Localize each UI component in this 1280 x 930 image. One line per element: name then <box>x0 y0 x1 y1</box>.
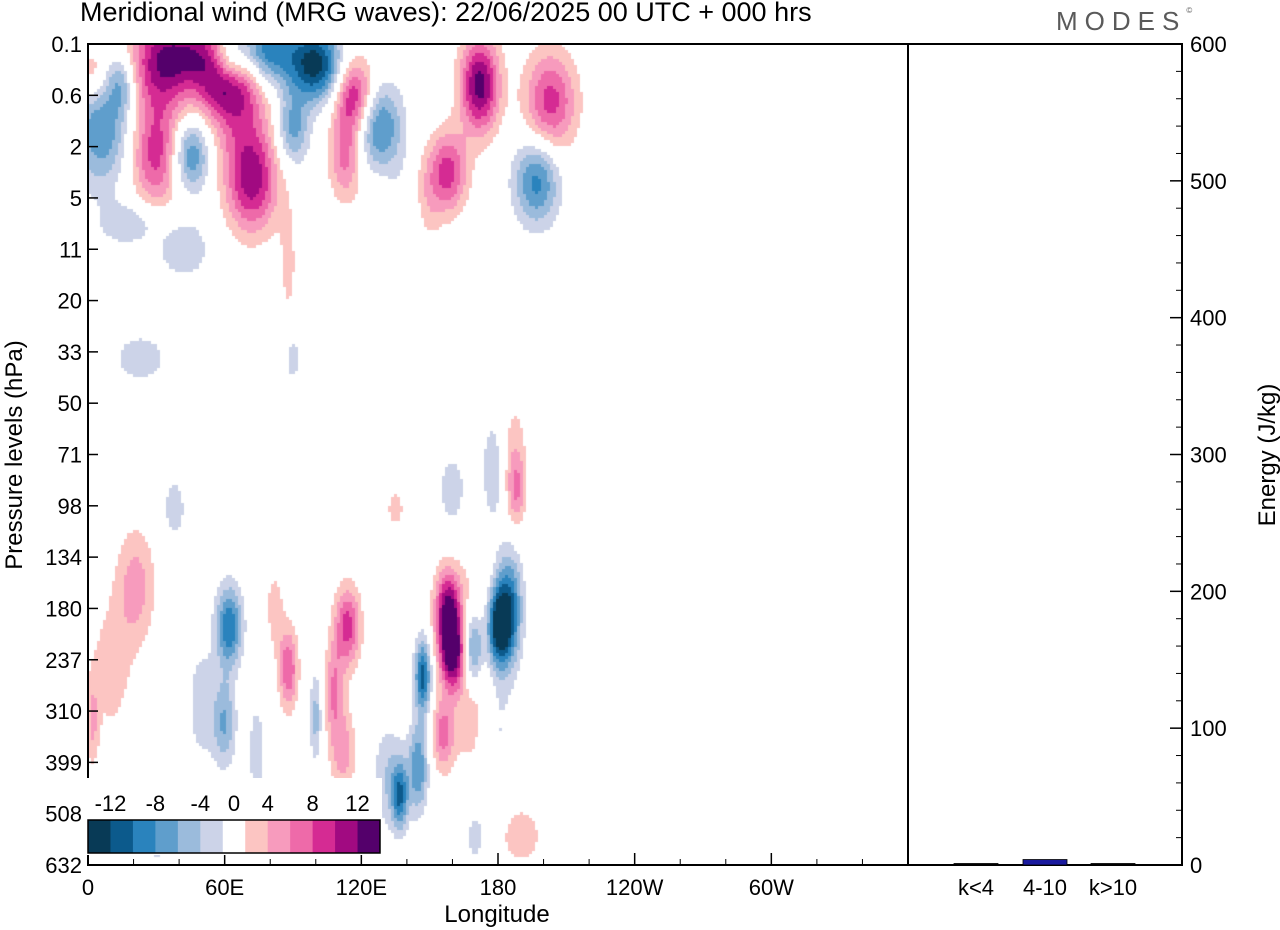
colorbar-label: 8 <box>306 791 318 816</box>
energy-tick-label: 300 <box>1190 443 1227 468</box>
colorbar-swatch <box>200 820 224 853</box>
colorbar-swatch <box>290 820 314 853</box>
heatmap-panel <box>88 44 908 865</box>
x-tick-label: 0 <box>82 875 94 900</box>
colorbar-label: 12 <box>345 791 369 816</box>
colorbar-label: 4 <box>262 791 274 816</box>
colorbar-swatch <box>132 820 156 853</box>
y-tick-label: 2 <box>70 135 82 160</box>
y-tick-label: 50 <box>58 391 82 416</box>
energy-tick-label: 500 <box>1190 169 1227 194</box>
colorbar-label: 0 <box>228 791 240 816</box>
energy-bar-chart: 0 100 200 300 400 500 600 k<4 4-10 k>10 <box>953 32 1227 900</box>
energy-category-label: k<4 <box>958 875 994 900</box>
energy-tick-label: 0 <box>1190 853 1202 878</box>
x-axis-label: Longitude <box>444 901 549 928</box>
chart-title: Meridional wind (MRG waves): 22/06/2025 … <box>80 0 812 27</box>
colorbar-swatch <box>245 820 269 853</box>
colorbar-swatch <box>267 820 291 853</box>
energy-category-label: k>10 <box>1089 875 1137 900</box>
y-tick-label: 632 <box>45 853 82 878</box>
energy-tick-label: 100 <box>1190 716 1227 741</box>
energy-bar <box>1022 859 1068 866</box>
x-tick-label: 120E <box>336 875 387 900</box>
y-tick-label: 237 <box>45 648 82 673</box>
energy-bar <box>953 863 999 866</box>
colorbar-swatch <box>177 820 201 853</box>
heatmap-axes: 0.1 0.6 2 5 11 20 33 50 71 98 134 180 237 310 399 508 63… <box>45 32 863 900</box>
colorbar-frame <box>87 819 381 854</box>
x-tick-label: 60W <box>749 875 794 900</box>
y-tick-label: 0.6 <box>51 83 82 108</box>
y-tick-label: 11 <box>59 237 82 262</box>
y-tick-label: 399 <box>45 750 82 775</box>
y-tick-label: 5 <box>70 186 82 211</box>
x-tick-label: 180 <box>480 875 517 900</box>
x-tick-label: 120W <box>606 875 664 900</box>
y-tick-label: 71 <box>58 443 82 468</box>
colorbar-swatch <box>110 820 134 853</box>
energy-tick-label: 600 <box>1190 32 1227 57</box>
y-tick-label: 180 <box>45 596 82 621</box>
logo-registered-mark: © <box>1186 6 1193 15</box>
y-tick-label: 20 <box>58 289 82 314</box>
energy-panel-frame <box>907 43 1183 866</box>
x-tick-label: 60E <box>205 875 244 900</box>
y-tick-label: 0.1 <box>51 32 82 57</box>
colorbar-swatch <box>88 820 111 853</box>
y-tick-label: 310 <box>45 699 82 724</box>
colorbar-swatch <box>312 820 336 853</box>
y-tick-label: 134 <box>45 545 82 570</box>
colorbar-swatch <box>222 820 246 853</box>
wind-contour-field <box>88 44 908 865</box>
energy-bar <box>1090 863 1136 866</box>
energy-axis-label: Energy (J/kg) <box>1254 384 1280 527</box>
colorbar-label: -12 <box>95 791 127 816</box>
colorbar-label: -8 <box>146 791 166 816</box>
energy-tick-label: 400 <box>1190 306 1227 331</box>
y-tick-label: 33 <box>58 340 82 365</box>
y-tick-label: 508 <box>45 802 82 827</box>
colorbar-label: -4 <box>191 791 211 816</box>
colorbar-swatch <box>155 820 179 853</box>
energy-tick-label: 200 <box>1190 579 1227 604</box>
modes-logo: MODES© <box>1056 6 1192 37</box>
colorbar-swatch <box>357 820 381 853</box>
y-tick-label: 98 <box>58 494 82 519</box>
colorbar: -12 -8 -4 0 4 8 12 <box>86 778 382 855</box>
energy-category-label: 4-10 <box>1023 875 1067 900</box>
logo-text: MODES <box>1056 6 1187 36</box>
colorbar-swatch <box>335 820 359 853</box>
y-axis-label: Pressure levels (hPa) <box>1 340 28 569</box>
